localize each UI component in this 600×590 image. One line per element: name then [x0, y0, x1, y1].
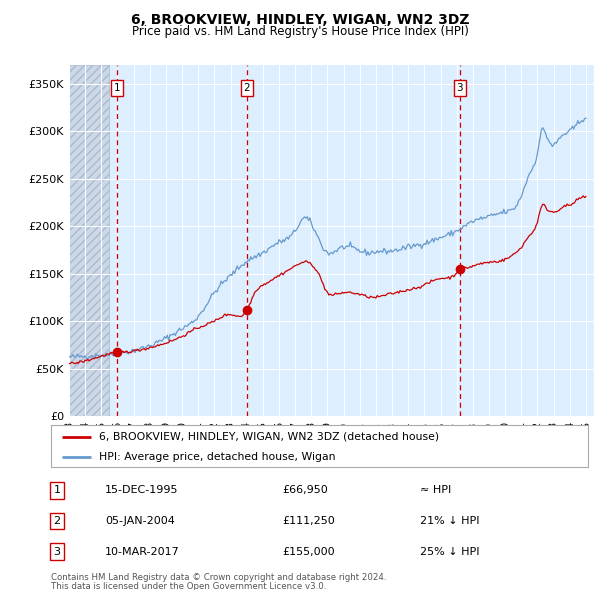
- Text: ≈ HPI: ≈ HPI: [420, 486, 451, 495]
- Text: 15-DEC-1995: 15-DEC-1995: [105, 486, 179, 495]
- Text: 3: 3: [53, 547, 61, 556]
- Text: 1: 1: [113, 83, 120, 93]
- Text: 6, BROOKVIEW, HINDLEY, WIGAN, WN2 3DZ: 6, BROOKVIEW, HINDLEY, WIGAN, WN2 3DZ: [131, 13, 469, 27]
- Text: 1: 1: [53, 486, 61, 495]
- Text: HPI: Average price, detached house, Wigan: HPI: Average price, detached house, Wiga…: [100, 452, 336, 461]
- Text: 6, BROOKVIEW, HINDLEY, WIGAN, WN2 3DZ (detached house): 6, BROOKVIEW, HINDLEY, WIGAN, WN2 3DZ (d…: [100, 432, 439, 442]
- Text: 2: 2: [53, 516, 61, 526]
- Text: 3: 3: [457, 83, 463, 93]
- Text: £111,250: £111,250: [282, 516, 335, 526]
- Text: This data is licensed under the Open Government Licence v3.0.: This data is licensed under the Open Gov…: [51, 582, 326, 590]
- Text: Price paid vs. HM Land Registry's House Price Index (HPI): Price paid vs. HM Land Registry's House …: [131, 25, 469, 38]
- Text: £66,950: £66,950: [282, 486, 328, 495]
- Text: 21% ↓ HPI: 21% ↓ HPI: [420, 516, 479, 526]
- Bar: [69, 65, 109, 416]
- Text: £155,000: £155,000: [282, 547, 335, 556]
- Text: 25% ↓ HPI: 25% ↓ HPI: [420, 547, 479, 556]
- Text: Contains HM Land Registry data © Crown copyright and database right 2024.: Contains HM Land Registry data © Crown c…: [51, 573, 386, 582]
- Text: 05-JAN-2004: 05-JAN-2004: [105, 516, 175, 526]
- Text: 2: 2: [244, 83, 250, 93]
- Text: 10-MAR-2017: 10-MAR-2017: [105, 547, 180, 556]
